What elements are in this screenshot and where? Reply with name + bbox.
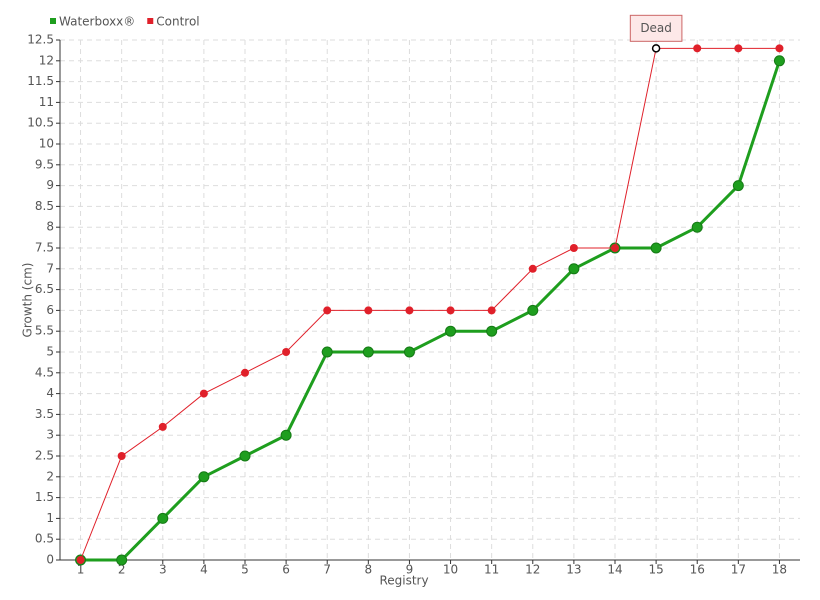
x-tick-label: 18 — [772, 563, 787, 577]
x-tick-label: 12 — [525, 563, 540, 577]
data-point — [241, 368, 249, 377]
y-tick-label: 5.5 — [35, 324, 54, 338]
data-point — [117, 452, 126, 460]
y-tick-label: 8 — [46, 220, 54, 234]
data-point — [732, 180, 744, 192]
data-point — [691, 221, 703, 233]
data-point — [775, 44, 784, 53]
data-point — [282, 348, 291, 356]
series-line — [80, 60, 781, 562]
y-axis-label: Growth (cm) — [21, 263, 35, 338]
x-tick-label: 15 — [648, 563, 663, 577]
y-tick-label: 9.5 — [35, 157, 54, 171]
y-tick-label: 4 — [46, 386, 54, 400]
data-point — [198, 471, 210, 483]
y-tick-label: 3.5 — [35, 407, 54, 421]
data-point — [321, 346, 333, 358]
y-tick-label: 2.5 — [35, 449, 54, 463]
data-point — [528, 264, 537, 273]
annotation-point — [651, 44, 661, 53]
x-tick-label: 3 — [159, 563, 167, 577]
y-tick-label: 0 — [46, 553, 54, 567]
data-point — [76, 556, 85, 564]
y-tick-label: 12 — [39, 53, 54, 67]
x-tick-label: 13 — [566, 563, 581, 577]
data-point — [569, 244, 578, 252]
data-point — [650, 242, 662, 254]
data-point — [116, 554, 128, 566]
data-point — [364, 306, 373, 315]
x-tick-label: 9 — [406, 563, 414, 577]
x-tick-label: 1 — [77, 563, 85, 577]
data-point — [527, 304, 539, 316]
y-tick-label: 3 — [46, 428, 54, 442]
data-point — [486, 325, 498, 337]
annotation-box — [629, 14, 683, 42]
data-point — [445, 325, 457, 337]
data-point — [158, 422, 167, 431]
x-tick-label: 2 — [118, 563, 126, 577]
y-tick-label: 4.5 — [35, 365, 54, 379]
legend-swatch — [50, 18, 56, 24]
y-tick-label: 0.5 — [35, 532, 54, 546]
series-line — [80, 47, 780, 561]
data-point — [239, 450, 251, 462]
x-tick-label: 10 — [443, 563, 458, 577]
data-point — [157, 512, 169, 524]
data-point — [487, 306, 496, 315]
y-tick-label: 10.5 — [27, 116, 54, 130]
annotation-text: Dead — [640, 21, 672, 35]
data-point — [362, 346, 374, 358]
y-tick-label: 7.5 — [35, 241, 54, 255]
x-tick-label: 8 — [365, 563, 373, 577]
y-tick-label: 10 — [39, 137, 54, 151]
data-point — [280, 429, 292, 441]
y-tick-label: 6.5 — [35, 282, 54, 296]
x-tick-label: 17 — [731, 563, 746, 577]
data-point — [403, 346, 415, 358]
data-point — [199, 389, 208, 398]
x-tick-label: 14 — [607, 563, 622, 577]
y-tick-label: 11.5 — [27, 74, 54, 88]
y-tick-label: 12.5 — [27, 33, 54, 47]
x-tick-label: 4 — [200, 563, 208, 577]
y-tick-label: 8.5 — [35, 199, 54, 213]
legend-label: Control — [156, 15, 199, 29]
data-point — [611, 244, 619, 252]
data-point — [734, 44, 743, 53]
data-point — [693, 44, 702, 53]
y-tick-label: 9 — [46, 178, 54, 192]
legend-swatch — [147, 18, 154, 24]
x-tick-label: 16 — [690, 563, 705, 577]
y-tick-label: 1.5 — [35, 490, 54, 504]
data-point — [446, 306, 455, 315]
y-tick-label: 6 — [46, 303, 54, 317]
data-point — [323, 306, 332, 315]
x-axis-label: Registry — [379, 574, 428, 588]
legend-label: Waterboxx® — [59, 15, 135, 29]
data-point — [773, 55, 785, 67]
y-tick-label: 5 — [46, 345, 54, 359]
x-tick-label: 11 — [484, 563, 499, 577]
x-tick-label: 6 — [282, 563, 290, 577]
y-tick-label: 2 — [46, 469, 54, 483]
data-point — [568, 263, 580, 275]
y-tick-label: 7 — [46, 261, 54, 275]
x-tick-label: 5 — [241, 563, 249, 577]
y-tick-label: 1 — [46, 511, 54, 525]
x-tick-label: 7 — [323, 563, 331, 577]
data-point — [405, 306, 414, 315]
y-tick-label: 11 — [39, 95, 54, 109]
